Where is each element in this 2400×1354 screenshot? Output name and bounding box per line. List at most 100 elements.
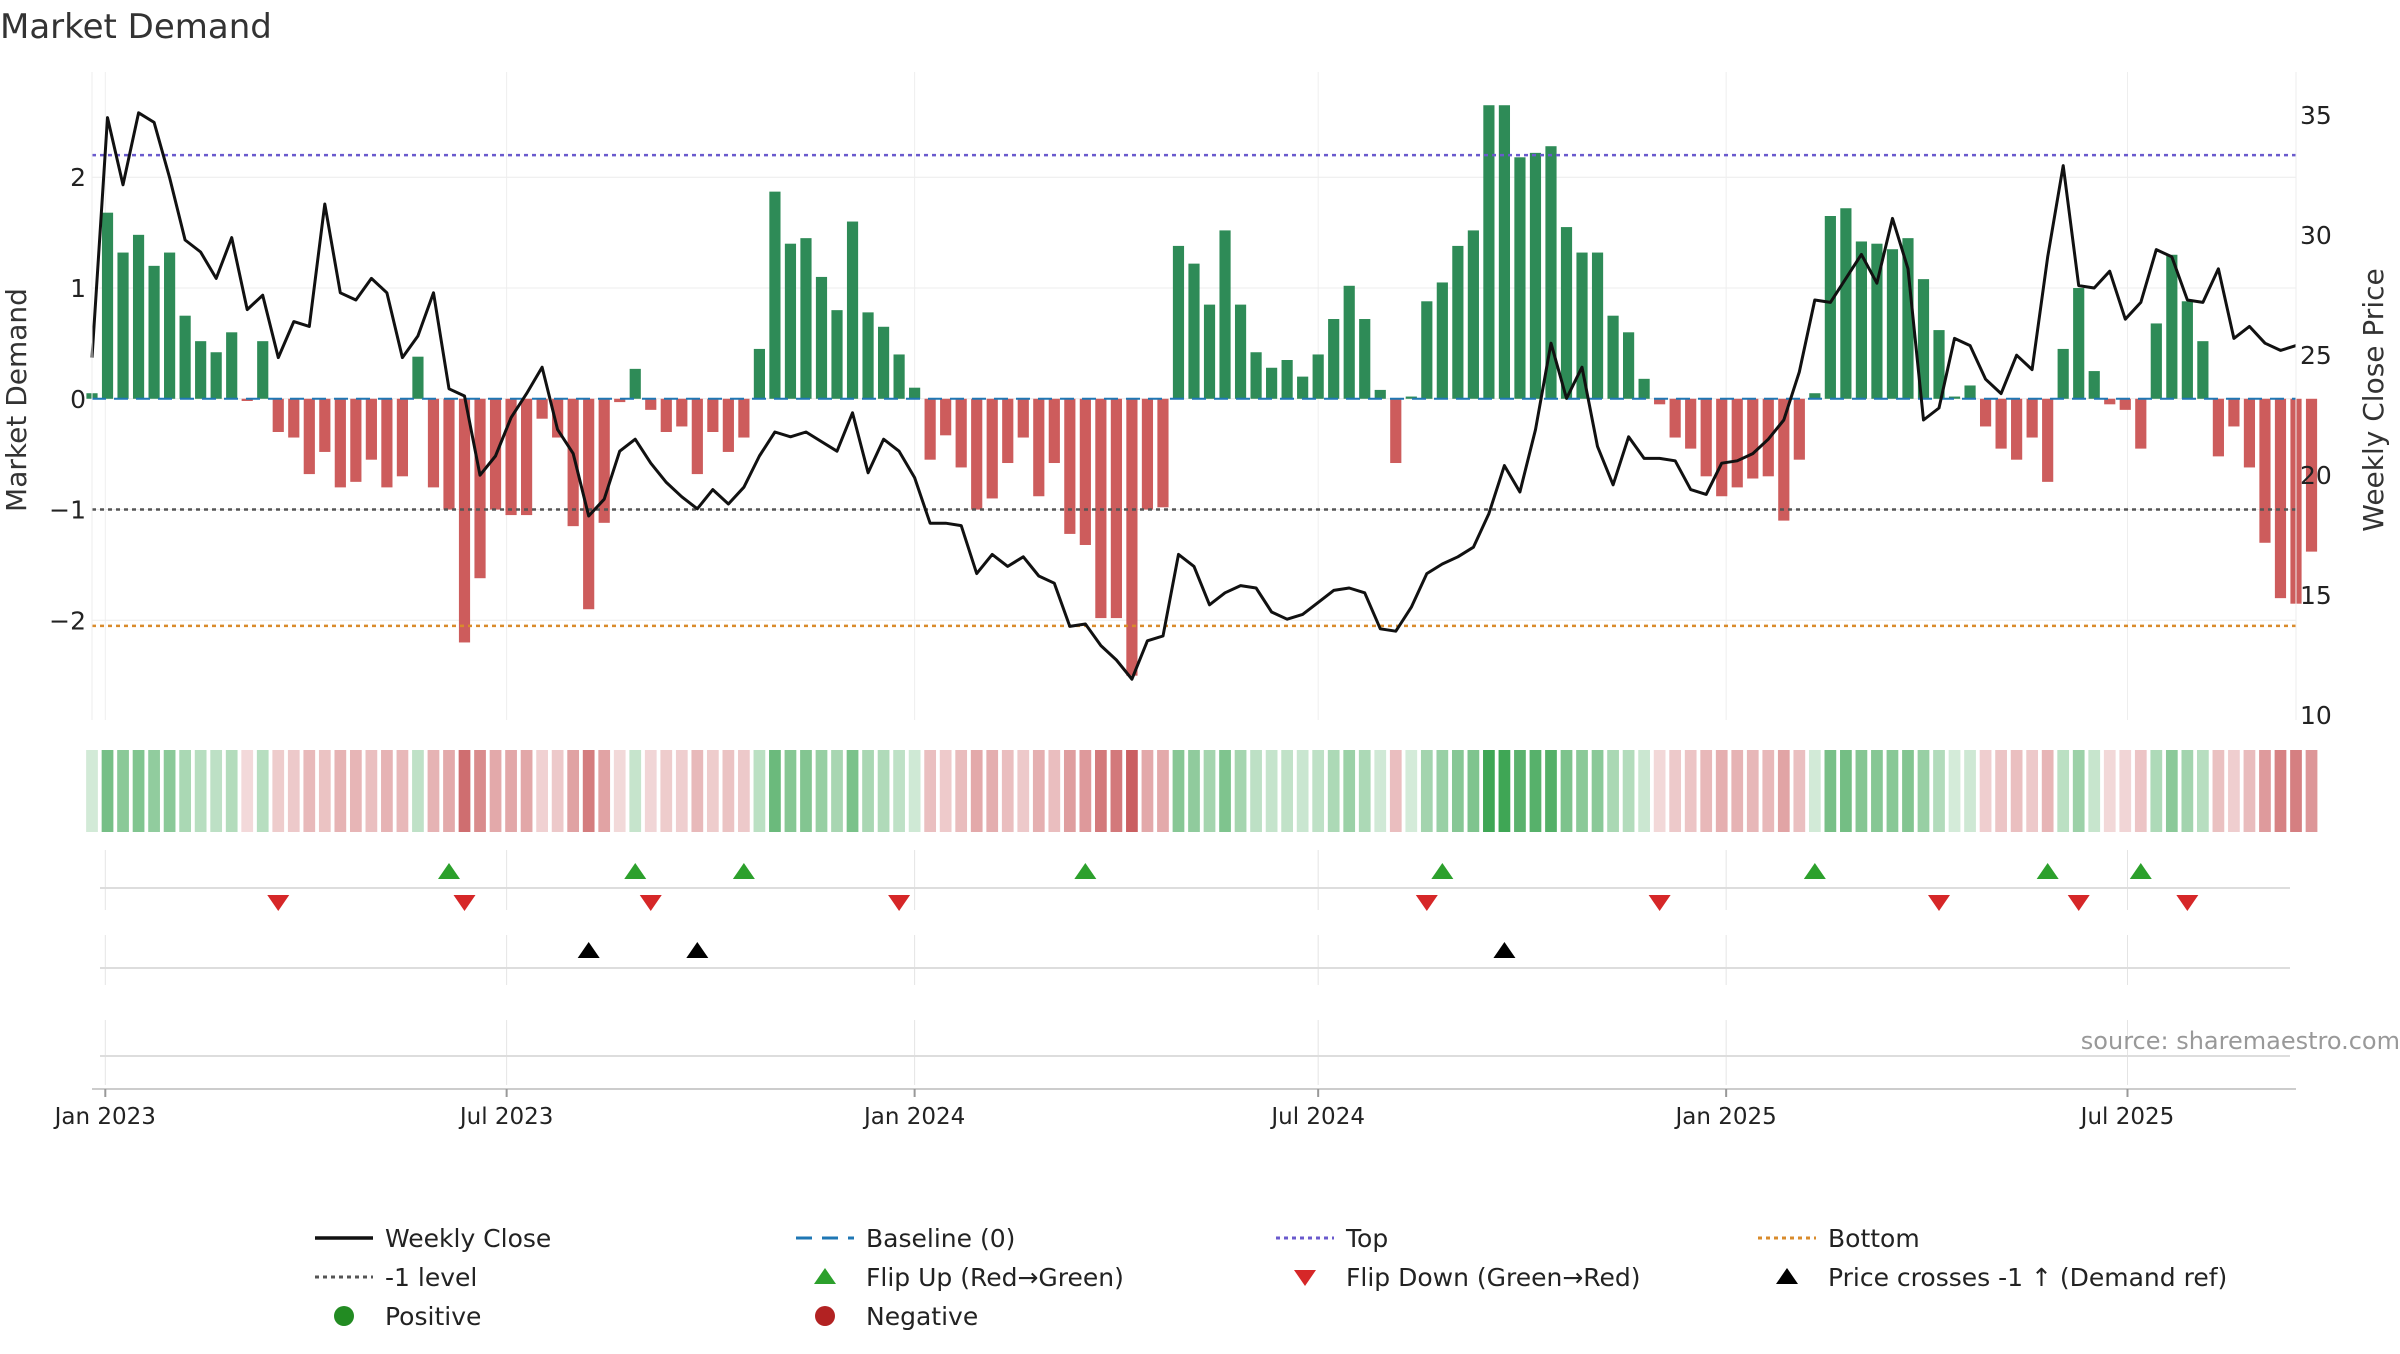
negative-bar (2274, 398, 2287, 599)
negative-bar (1731, 398, 1743, 488)
legend-item: Negative (815, 1302, 978, 1331)
heat-cell (2212, 750, 2225, 832)
heat-cell (2181, 750, 2194, 832)
positive-bar (1452, 245, 1464, 399)
heat-cell (1296, 750, 1309, 832)
heat-cell (1467, 750, 1480, 832)
positive-bar (1607, 315, 1619, 399)
heat-cell (1079, 750, 1092, 832)
left-tick-label: −2 (49, 606, 86, 635)
heat-cell (1281, 750, 1293, 832)
negative-bar (2212, 398, 2224, 457)
positive-bar (257, 341, 269, 399)
heat-cell (722, 750, 735, 832)
heat-cell (862, 750, 874, 832)
flip-down-marker (2067, 895, 2090, 911)
positive-bar (1871, 243, 1883, 399)
flip-down-marker (267, 895, 290, 911)
positive-bar (2057, 348, 2069, 399)
positive-bar (2197, 341, 2209, 399)
legend-label: Positive (385, 1302, 481, 1331)
legend-item: Weekly Close (315, 1224, 551, 1253)
positive-bar (1855, 241, 1867, 399)
negative-bar (2026, 398, 2038, 438)
negative-bar (1669, 398, 1681, 438)
heat-cell (1483, 750, 1495, 832)
negative-bar (645, 398, 657, 410)
heat-cell (2026, 750, 2039, 832)
legend-item: Bottom (1758, 1224, 1920, 1253)
x-tick-label: Jan 2023 (53, 1104, 156, 1130)
legend-label: -1 level (385, 1263, 477, 1292)
heat-cell (1172, 750, 1185, 832)
legend-swatch (815, 1306, 835, 1326)
heat-cell (2259, 750, 2271, 832)
heat-cell (1995, 750, 2007, 832)
heat-cell (675, 750, 688, 832)
heat-cell (567, 750, 580, 832)
negative-bar (1064, 398, 1076, 534)
heat-cell (349, 750, 362, 832)
positive-bar (164, 252, 176, 399)
negative-bar (1979, 398, 1992, 427)
heat-cell (1715, 750, 1728, 832)
heat-cell (1265, 750, 1278, 832)
positive-bar (412, 356, 424, 399)
legend-label: Negative (866, 1302, 978, 1331)
legend-label: Price crosses -1 ↑ (Demand ref) (1828, 1263, 2227, 1292)
negative-bar (365, 398, 377, 460)
price-cross-marker (1493, 942, 1516, 958)
negative-bar (707, 398, 719, 432)
flip-up-marker (732, 863, 755, 879)
negative-bar (2259, 398, 2271, 543)
positive-bar (2088, 371, 2100, 399)
heat-cell (2103, 750, 2116, 832)
positive-bar (179, 315, 191, 399)
heat-cell (1638, 750, 1650, 832)
positive-bar (1203, 304, 1216, 399)
right-tick-label: 10 (2300, 701, 2332, 730)
heat-cell (831, 750, 843, 832)
chart-title: Market Demand (0, 7, 272, 47)
flip-down-marker (1648, 895, 1671, 911)
negative-bar (350, 398, 362, 482)
heat-cell (986, 750, 999, 832)
positive-bar (629, 368, 641, 399)
positive-bar (195, 341, 207, 399)
positive-bar (831, 310, 843, 399)
negative-bar (598, 398, 610, 523)
positive-bar (1374, 389, 1386, 399)
legend-label: Bottom (1828, 1224, 1920, 1253)
positive-bar (1902, 238, 1914, 399)
positive-bar (1498, 105, 1511, 399)
heat-cell (582, 750, 595, 832)
heat-cell (1529, 750, 1542, 832)
positive-bar (862, 312, 874, 399)
heat-cell (148, 750, 160, 832)
legend-item: Baseline (0) (796, 1224, 1015, 1253)
heat-cell (1855, 750, 1868, 832)
heat-cell (1126, 750, 1138, 832)
negative-bar (2228, 398, 2240, 427)
heat-cell (2305, 750, 2318, 832)
heat-cell (939, 750, 952, 832)
positive-bar (1188, 263, 1200, 399)
positive-bar (132, 234, 145, 399)
negative-bar (288, 398, 300, 438)
negative-bar (971, 398, 983, 510)
negative-bar (1126, 398, 1138, 676)
heat-cell (2290, 750, 2302, 832)
heat-cell (1250, 750, 1262, 832)
positive-bar (1172, 245, 1185, 399)
left-tick-label: 1 (70, 274, 86, 303)
negative-bar (443, 398, 455, 510)
right-tick-label: 15 (2300, 581, 2332, 610)
heat-cell (1110, 750, 1123, 832)
heat-cell (272, 750, 285, 832)
heat-cell (1374, 750, 1387, 832)
positive-bar (1545, 146, 1557, 399)
heat-cell (396, 750, 409, 832)
positive-bar (2181, 301, 2193, 399)
heat-cell (318, 750, 331, 832)
legend-item: -1 level (315, 1263, 477, 1292)
